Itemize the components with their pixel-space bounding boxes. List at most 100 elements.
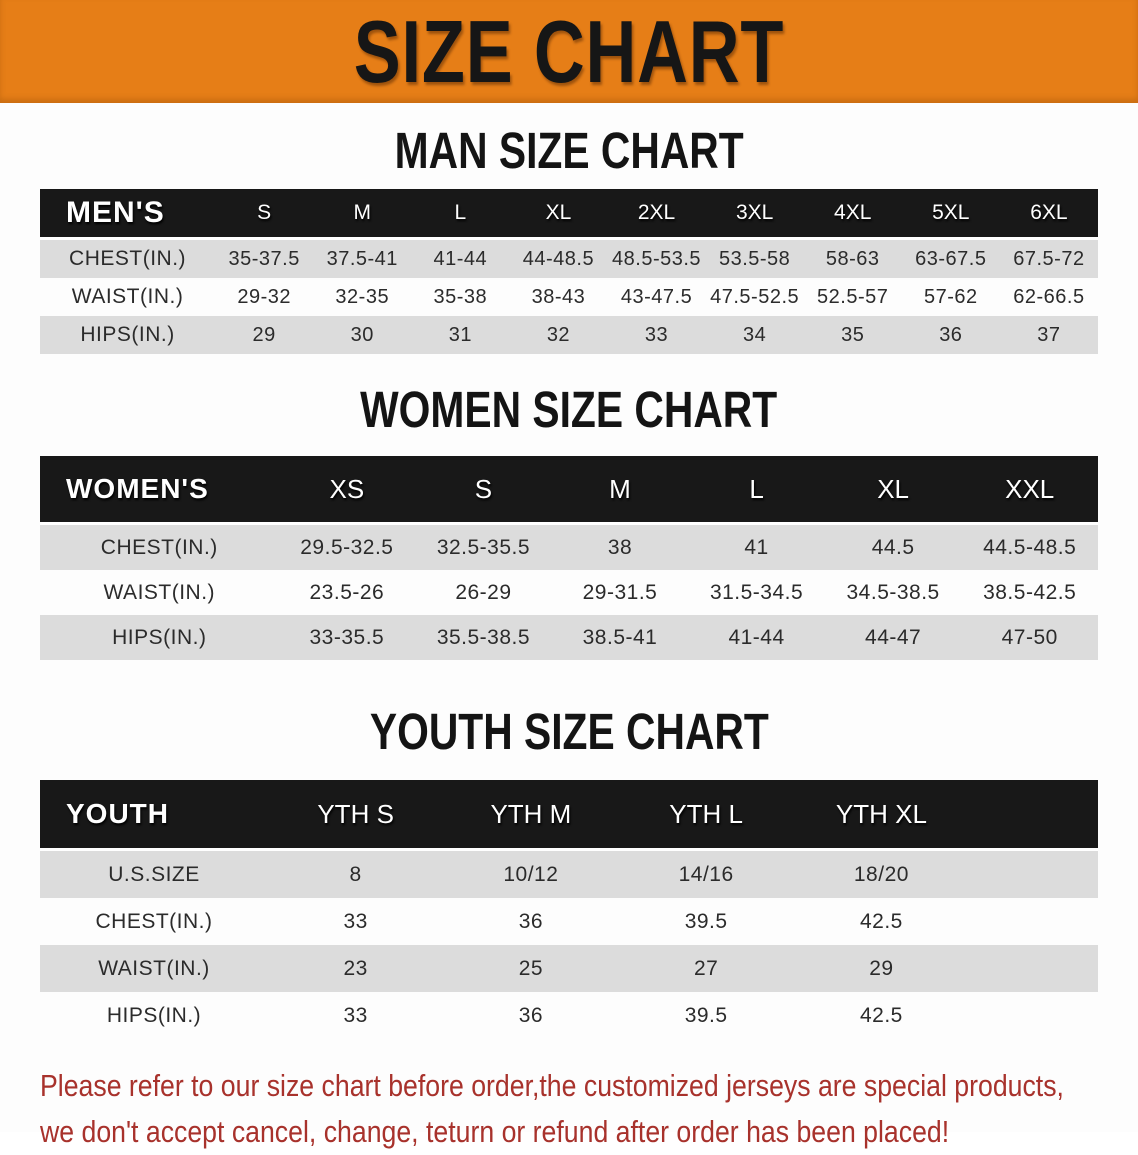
size-column-header: M — [313, 189, 412, 240]
table-row: HIPS(IN.) 29 30 31 32 33 34 35 36 37 — [40, 316, 1098, 354]
size-value-cell: 34 — [705, 316, 804, 354]
size-value-cell: 37 — [999, 316, 1098, 354]
size-value-cell: 42.5 — [859, 1003, 903, 1027]
table-row: WAIST(IN.) 23.5-26 26-29 29-31.5 31.5-34.5 34… — [40, 570, 1098, 615]
size-value-cell: 42.5 — [859, 909, 903, 933]
size-value-cell: 33-35.5 — [278, 615, 416, 660]
size-value-cell: 47-50 — [961, 615, 1098, 660]
size-value-cell: 38-43 — [531, 285, 586, 308]
size-value-cell: 33 — [607, 316, 706, 354]
disclaimer-note: Please refer to our size chart before or… — [40, 1063, 1138, 1155]
size-column-header: XS — [278, 456, 416, 525]
measure-row-label: WAIST(IN.) — [103, 580, 216, 604]
size-value-cell: 35.5-38.5 — [415, 615, 552, 660]
row-spacer — [969, 898, 1098, 945]
size-value-cell: 31 — [411, 316, 510, 354]
size-value-cell: 30 — [313, 316, 412, 354]
disclaimer-line-1: Please refer to our size chart before or… — [40, 1068, 1064, 1103]
size-value-cell: 29 — [215, 316, 314, 354]
table-row: U.S.SIZE 8 10/12 14/16 18/20 — [40, 849, 1098, 898]
size-value-cell: 35-38 — [433, 285, 488, 308]
size-value-cell: 33 — [343, 1003, 368, 1027]
size-value-cell: 32 — [509, 316, 608, 354]
size-value-cell: 32.5-35.5 — [415, 523, 552, 570]
size-value-cell: 58-63 — [803, 238, 902, 278]
size-column-header: 6XL — [999, 189, 1098, 240]
size-value-cell: 43-47.5 — [620, 285, 693, 308]
size-value-cell: 52.5-57 — [817, 285, 889, 308]
size-value-cell: 29.5-32.5 — [278, 523, 416, 570]
size-value-cell: 67.5-72 — [999, 238, 1098, 278]
size-chart-banner: SIZE CHART — [0, 0, 1138, 103]
size-column-header: XXL — [961, 456, 1098, 525]
size-value-cell: 36 — [901, 316, 1000, 354]
measure-row-label: HIPS(IN.) — [40, 316, 216, 354]
women-size-chart-section: WOMEN SIZE CHART WOMEN'S XS S M L XL XXL CHEST(… — [0, 384, 1138, 660]
youth-size-table: YOUTH YTH S YTH M YTH L YTH XL U.S.SIZE 8 10/12… — [40, 780, 1098, 1039]
size-value-cell: 14/16 — [618, 849, 794, 898]
size-column-header: XL — [824, 456, 962, 525]
size-value-cell: 38 — [551, 523, 689, 570]
measure-row-label: CHEST(IN.) — [40, 238, 216, 278]
size-value-cell: 53.5-58 — [705, 238, 804, 278]
table-row: WAIST(IN.) 29-32 32-35 35-38 38-43 43-47.5 47.… — [40, 278, 1098, 316]
size-value-cell: 39.5 — [684, 909, 728, 933]
size-value-cell: 34.5-38.5 — [846, 580, 940, 604]
size-column-header: XL — [509, 189, 608, 240]
measure-row-label: WAIST(IN.) — [71, 285, 184, 308]
size-value-cell: 23.5-26 — [309, 580, 385, 604]
table-row: HIPS(IN.) 33-35.5 35.5-38.5 38.5-41 41-44 44-… — [40, 615, 1098, 660]
size-value-cell: 36 — [518, 909, 544, 933]
size-value-cell: 27 — [618, 945, 794, 992]
size-value-cell: 48.5-53.5 — [607, 238, 706, 278]
measure-row-label: CHEST(IN.) — [95, 909, 213, 933]
women-size-table: WOMEN'S XS S M L XL XXL CHEST(IN.) 29.5-32.5 32.5… — [40, 456, 1098, 660]
size-value-cell: 10/12 — [443, 849, 619, 898]
size-value-cell: 63-67.5 — [901, 238, 1000, 278]
table-corner-label: WOMEN'S — [40, 456, 279, 525]
size-value-cell: 44-48.5 — [509, 238, 608, 278]
disclaimer-line-2: we don't accept cancel, change, teturn o… — [40, 1114, 950, 1149]
size-column-header: M — [551, 456, 689, 525]
size-column-header: S — [215, 189, 314, 240]
table-row: WAIST(IN.) 23 25 27 29 — [40, 945, 1098, 992]
size-column-header: YTH M — [443, 780, 619, 851]
size-value-cell: 25 — [443, 945, 619, 992]
size-value-cell: 39.5 — [684, 1003, 728, 1027]
size-value-cell: 44.5 — [824, 523, 962, 570]
size-value-cell: 29-31.5 — [582, 580, 658, 604]
size-value-cell: 47.5-52.5 — [710, 285, 800, 308]
size-column-header: YTH S — [268, 780, 444, 851]
row-spacer — [969, 849, 1098, 898]
row-spacer — [969, 992, 1098, 1039]
size-value-cell: 41 — [688, 523, 825, 570]
size-value-cell: 44-47 — [824, 615, 962, 660]
size-value-cell: 8 — [268, 849, 444, 898]
size-value-cell: 29-32 — [237, 285, 291, 308]
size-column-header: L — [688, 456, 825, 525]
size-value-cell: 62-66.5 — [1013, 285, 1085, 308]
man-size-chart-title: MAN SIZE CHART — [394, 122, 744, 179]
men-size-table: MEN'S S M L XL 2XL 3XL 4XL 5XL 6XL CHEST(IN.) 35-37… — [40, 189, 1098, 354]
table-row: CHEST(IN.) 33 36 39.5 42.5 — [40, 898, 1098, 945]
youth-size-chart-title: YOUTH SIZE CHART — [369, 703, 769, 760]
man-size-chart-section: MAN SIZE CHART MEN'S S M L XL 2XL 3XL 4XL 5XL 6XL… — [0, 125, 1138, 354]
table-row: CHEST(IN.) 35-37.5 37.5-41 41-44 44-48.5 48.5… — [40, 238, 1098, 278]
banner-title: SIZE CHART — [353, 2, 785, 101]
size-column-header: 3XL — [705, 189, 804, 240]
size-value-cell: 35 — [803, 316, 902, 354]
size-column-header: YTH XL — [793, 780, 970, 851]
size-value-cell: 29 — [793, 945, 970, 992]
size-value-cell: 33 — [343, 909, 368, 933]
size-value-cell: 36 — [518, 1003, 544, 1027]
row-spacer — [969, 945, 1098, 992]
size-column-header: 5XL — [901, 189, 1000, 240]
size-value-cell: 41-44 — [688, 615, 825, 660]
size-column-header: 4XL — [803, 189, 902, 240]
size-value-cell: 37.5-41 — [313, 238, 412, 278]
size-value-cell: 26-29 — [455, 580, 512, 604]
measure-row-label: WAIST(IN.) — [40, 945, 269, 992]
size-column-header: S — [415, 456, 552, 525]
header-spacer — [969, 780, 1098, 851]
table-row: CHEST(IN.) 29.5-32.5 32.5-35.5 38 41 44.5 44.5… — [40, 523, 1098, 570]
